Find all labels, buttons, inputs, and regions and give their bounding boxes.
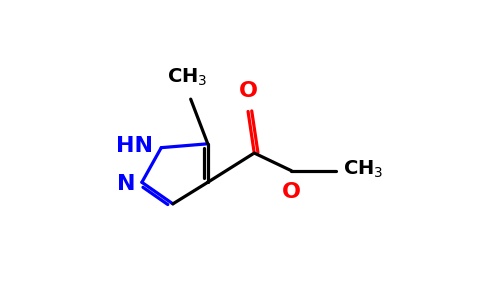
Text: O: O bbox=[282, 182, 301, 202]
Text: N: N bbox=[117, 174, 136, 194]
Text: O: O bbox=[239, 81, 257, 101]
Text: CH$_3$: CH$_3$ bbox=[343, 159, 384, 180]
Text: HN: HN bbox=[117, 136, 153, 156]
Text: CH$_3$: CH$_3$ bbox=[166, 67, 207, 88]
